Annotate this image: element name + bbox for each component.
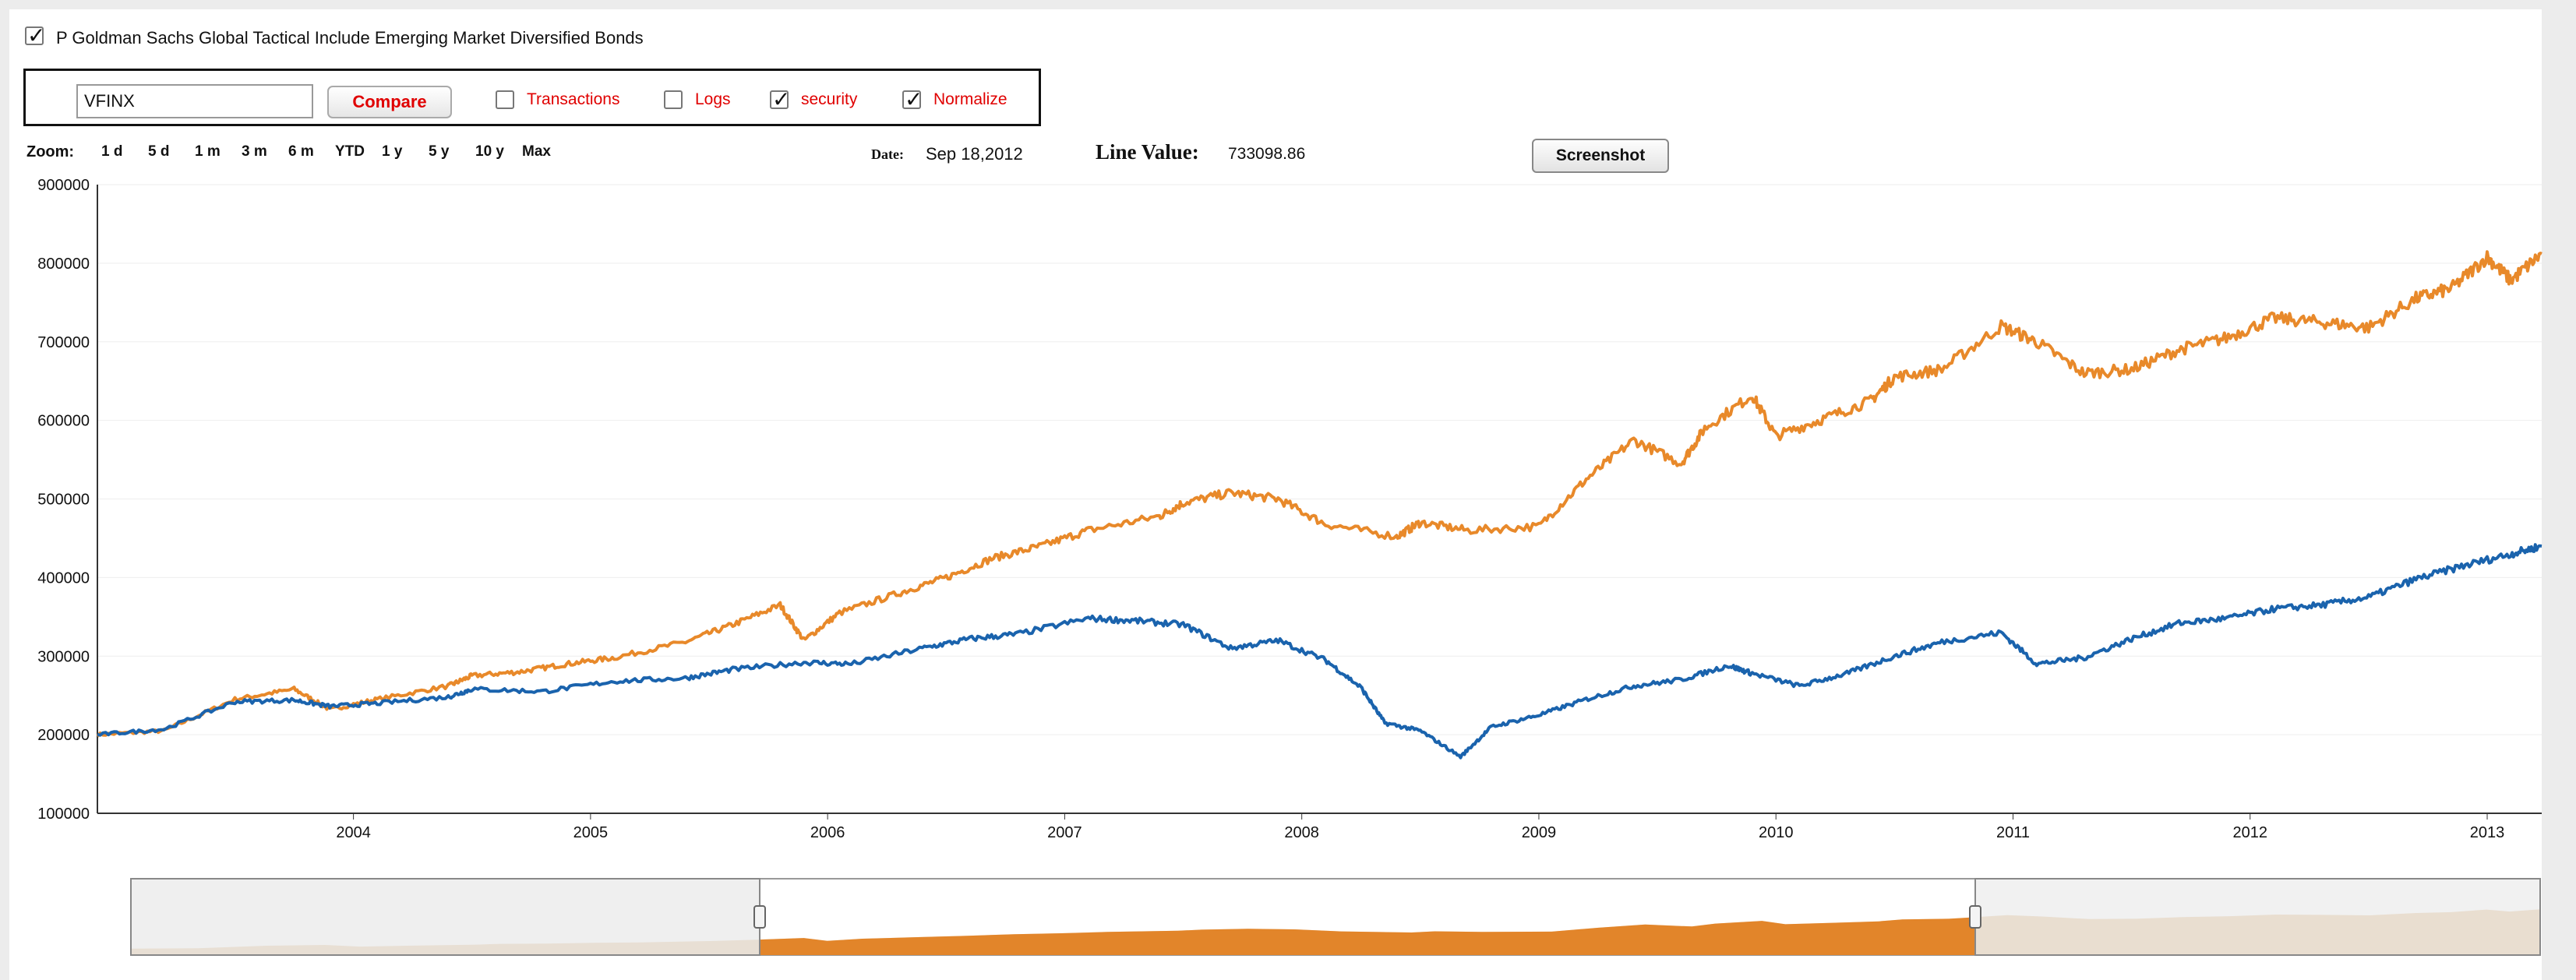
security-label: security — [801, 90, 858, 108]
zoom-max-button[interactable]: Max — [522, 143, 551, 160]
zoom-3m-button[interactable]: 3 m — [242, 143, 267, 160]
logs-label: Logs — [695, 90, 731, 108]
y-tick-label: 100000 — [37, 806, 90, 823]
x-tick-label: 2011 — [1996, 824, 2030, 841]
x-tick-label: 2009 — [1522, 824, 1557, 841]
x-tick-label: 2007 — [1047, 824, 1082, 841]
zoom-1d-button[interactable]: 1 d — [101, 143, 123, 160]
y-tick-label: 200000 — [37, 727, 90, 744]
x-tick-label: 2008 — [1284, 824, 1319, 841]
navigator-handle-right[interactable] — [1969, 905, 1981, 929]
zoom-6m-button[interactable]: 6 m — [288, 143, 314, 160]
zoom-5y-button[interactable]: 5 y — [429, 143, 450, 160]
zoom-5d-button[interactable]: 5 d — [148, 143, 170, 160]
fund-show-checkbox[interactable] — [25, 23, 45, 48]
y-tick-label: 600000 — [37, 413, 90, 430]
compare-toolbox — [23, 69, 1041, 126]
range-navigator[interactable] — [130, 878, 2541, 956]
zoom-1m-button[interactable]: 1 m — [195, 143, 221, 160]
y-tick-label: 500000 — [37, 492, 90, 509]
line-value-label: Line Value: — [1096, 140, 1199, 164]
y-tick-label: 400000 — [37, 569, 90, 587]
zoom-label: Zoom: — [26, 143, 75, 160]
zoom-ytd-button[interactable]: YTD — [335, 143, 365, 160]
x-tick-label: 2004 — [336, 824, 371, 841]
line-value: 733098.86 — [1228, 145, 1306, 163]
screenshot-button[interactable]: Screenshot — [1532, 139, 1669, 173]
fund-title: P Goldman Sachs Global Tactical Include … — [56, 28, 644, 48]
x-tick-label: 2012 — [2233, 824, 2268, 841]
logs-checkbox[interactable] — [664, 90, 683, 109]
series-line-blue — [97, 543, 2542, 760]
date-value: Sep 18,2012 — [926, 144, 1023, 164]
y-tick-label: 300000 — [37, 648, 90, 665]
transactions-checkbox[interactable] — [496, 90, 514, 109]
navigator-mask-left — [130, 878, 760, 956]
ticker-input[interactable] — [76, 84, 313, 118]
navigator-handle-left[interactable] — [753, 905, 766, 929]
y-tick-label: 700000 — [37, 334, 90, 351]
y-tick-label: 800000 — [37, 256, 90, 273]
chart-panel — [9, 9, 2542, 980]
x-tick-label: 2010 — [1759, 824, 1794, 841]
transactions-label: Transactions — [527, 90, 620, 108]
normalize-label: Normalize — [933, 90, 1007, 108]
y-tick-label: 900000 — [37, 177, 90, 194]
normalize-checkbox[interactable] — [902, 86, 923, 112]
compare-button[interactable]: Compare — [327, 86, 452, 118]
zoom-10y-button[interactable]: 10 y — [475, 143, 504, 160]
navigator-area-selected — [760, 917, 1975, 955]
x-tick-label: 2013 — [2470, 824, 2505, 841]
date-label: Date: — [871, 146, 904, 162]
zoom-1y-button[interactable]: 1 y — [382, 143, 403, 160]
series-line-orange — [96, 250, 2542, 738]
navigator-mask-right — [1974, 878, 2541, 956]
security-checkbox[interactable] — [770, 86, 790, 112]
x-tick-label: 2006 — [810, 824, 845, 841]
x-tick-label: 2005 — [573, 824, 609, 841]
